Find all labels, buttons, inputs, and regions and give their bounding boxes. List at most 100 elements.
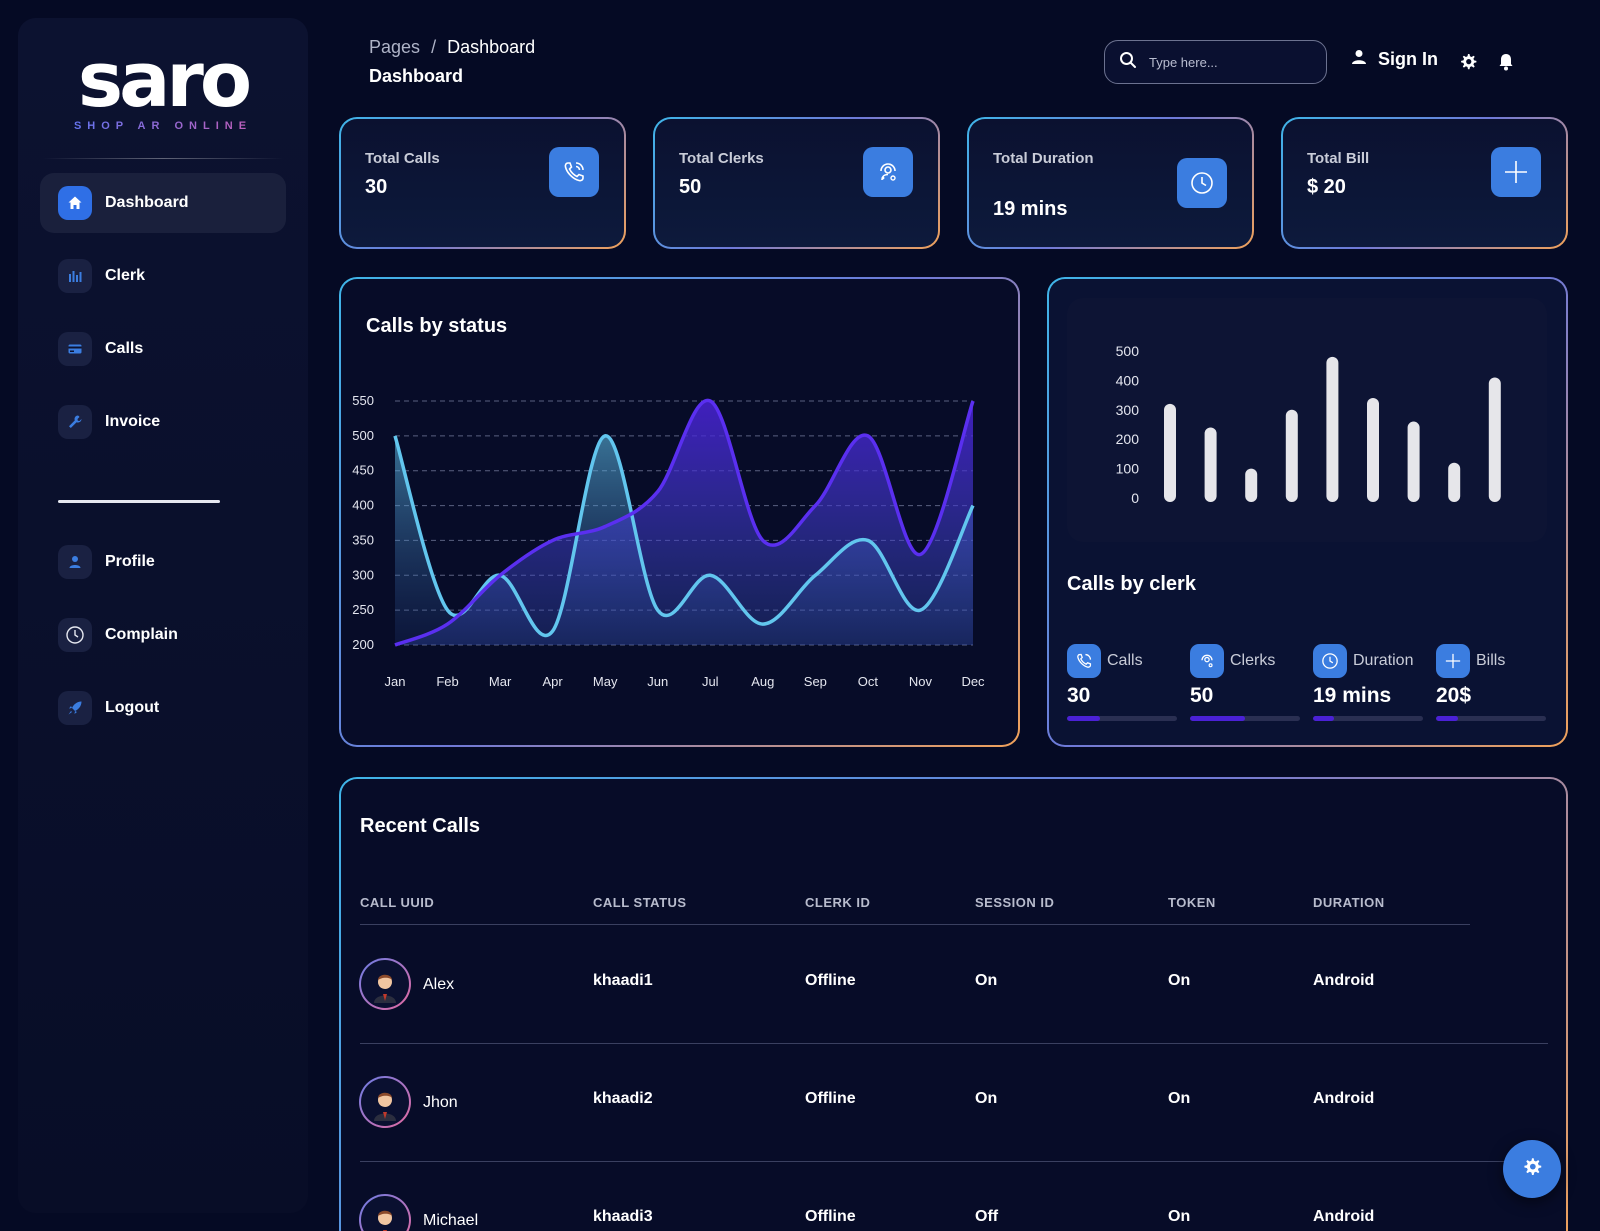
metric-value: 30 xyxy=(1067,684,1091,707)
search-icon xyxy=(1119,51,1137,74)
sidebar-item-profile[interactable]: Profile xyxy=(40,532,286,592)
brand-logo[interactable]: saro SHOP AR ONLINE xyxy=(18,40,308,133)
sidebar-item-label: Clerk xyxy=(105,267,146,284)
calls-by-status-title: Calls by status xyxy=(366,315,508,337)
sidebar-separator xyxy=(58,500,220,503)
call-status-cell: khaadi2 xyxy=(593,1090,653,1107)
column-header[interactable]: CLERK ID xyxy=(805,895,871,910)
calls-by-clerk-chart: 500 400 300 200 100 0 xyxy=(1116,343,1501,506)
metric-value: 20$ xyxy=(1436,684,1472,707)
avatar xyxy=(359,1194,411,1231)
clerk-id-cell: Offline xyxy=(805,972,856,989)
column-header[interactable]: TOKEN xyxy=(1168,895,1216,910)
x-tick-label: Feb xyxy=(436,674,458,689)
metric-progress xyxy=(1313,716,1423,721)
y-tick-label: 100 xyxy=(1116,461,1140,477)
gear-icon[interactable] xyxy=(1458,52,1478,72)
sidebar-item-logout[interactable]: Logout xyxy=(40,678,286,738)
clerk-bar[interactable] xyxy=(1326,356,1339,502)
stat-value: $ 20 xyxy=(1307,176,1346,198)
y-tick-label: 300 xyxy=(1116,402,1140,418)
bell-icon[interactable] xyxy=(1497,52,1517,72)
breadcrumb-current: Dashboard xyxy=(447,37,536,57)
metric-value: 19 mins xyxy=(1313,684,1392,707)
session-id-cell: Off xyxy=(975,1208,999,1225)
metric-value: 50 xyxy=(1190,684,1214,707)
series-line xyxy=(394,398,975,647)
x-tick-label: Jan xyxy=(385,674,406,689)
avatar xyxy=(359,958,411,1010)
sidebar-item-label: Complain xyxy=(105,626,178,643)
clerk-metric-calls: Calls 30 xyxy=(1067,644,1177,721)
y-tick-label: 450 xyxy=(352,463,374,478)
support-agent-icon xyxy=(863,147,913,197)
sign-in-button[interactable]: Sign In xyxy=(1350,48,1438,71)
column-header[interactable]: CALL UUID xyxy=(360,895,435,910)
x-tick-label: Apr xyxy=(543,674,564,689)
stat-label: Total Duration xyxy=(993,150,1094,167)
series-area xyxy=(395,400,973,645)
plus-icon xyxy=(1436,644,1470,678)
search-box[interactable] xyxy=(1104,40,1327,84)
duration-cell: Android xyxy=(1313,1090,1375,1107)
sign-in-label: Sign In xyxy=(1378,49,1438,69)
wrench-icon xyxy=(58,405,92,439)
clerk-bar[interactable] xyxy=(1407,421,1420,502)
token-cell: On xyxy=(1168,1208,1191,1225)
clerk-bar[interactable] xyxy=(1285,409,1298,502)
metric-progress xyxy=(1190,716,1300,721)
column-header[interactable]: CALL STATUS xyxy=(593,895,687,910)
metric-progress-fill xyxy=(1067,716,1100,721)
x-tick-label: Oct xyxy=(858,674,879,689)
clerk-id-cell: Offline xyxy=(805,1208,856,1225)
series-line xyxy=(393,434,975,637)
clerk-bar[interactable] xyxy=(1245,468,1258,502)
clock-icon xyxy=(58,618,92,652)
support-agent-icon xyxy=(1190,644,1224,678)
settings-fab-button[interactable] xyxy=(1503,1140,1561,1198)
recent-calls-title: Recent Calls xyxy=(360,815,481,837)
y-tick-label: 550 xyxy=(352,393,374,408)
sidebar-item-dashboard[interactable]: Dashboard xyxy=(40,173,286,233)
stat-label: Total Bill xyxy=(1307,150,1370,167)
clerk-id-cell: Offline xyxy=(805,1090,856,1107)
sidebar-item-calls[interactable]: Calls xyxy=(40,319,286,379)
clock-icon xyxy=(1177,158,1227,208)
x-tick-label: Jul xyxy=(702,674,719,689)
credit-card-icon xyxy=(58,332,92,366)
table-header-divider xyxy=(360,924,1470,925)
sidebar-item-clerk[interactable]: Clerk xyxy=(40,246,286,306)
stat-value: 50 xyxy=(679,176,702,198)
clerk-bar[interactable] xyxy=(1488,377,1501,502)
stat-label: Total Calls xyxy=(365,150,440,167)
clerk-bar[interactable] xyxy=(1448,462,1461,502)
sidebar-item-label: Logout xyxy=(105,699,160,716)
stat-value: 19 mins xyxy=(993,198,1068,220)
row-divider xyxy=(360,1161,1548,1162)
clerk-bar[interactable] xyxy=(1367,398,1379,502)
user-icon xyxy=(58,545,92,579)
search-input[interactable] xyxy=(1149,54,1309,70)
sidebar-item-invoice[interactable]: Invoice xyxy=(40,392,286,452)
metric-name: Clerks xyxy=(1230,652,1276,669)
breadcrumb-root[interactable]: Pages xyxy=(369,37,421,57)
rocket-icon xyxy=(58,691,92,725)
sidebar-item-complain[interactable]: Complain xyxy=(40,605,286,665)
token-cell: On xyxy=(1168,972,1191,989)
stat-card-total-clerks: Total Clerks 50 xyxy=(653,117,940,249)
metric-name: Calls xyxy=(1107,652,1143,669)
column-header[interactable]: DURATION xyxy=(1313,895,1385,910)
sidebar: saro SHOP AR ONLINE Dashboard Clerk Call… xyxy=(18,18,308,1213)
x-tick-label: Aug xyxy=(751,674,774,689)
column-header[interactable]: SESSION ID xyxy=(975,895,1055,910)
clerk-bar[interactable] xyxy=(1204,427,1217,502)
breadcrumb-separator: / xyxy=(431,37,437,57)
breadcrumb: Pages / Dashboard xyxy=(369,37,535,58)
y-tick-label: 200 xyxy=(1116,431,1140,447)
clerk-bar[interactable] xyxy=(1164,403,1176,502)
y-tick-label: 300 xyxy=(352,567,374,582)
x-tick-label: Nov xyxy=(909,674,933,689)
user-icon xyxy=(1350,48,1368,71)
y-tick-label: 350 xyxy=(352,532,374,547)
clerk-metric-clerks: Clerks 50 xyxy=(1190,644,1300,721)
